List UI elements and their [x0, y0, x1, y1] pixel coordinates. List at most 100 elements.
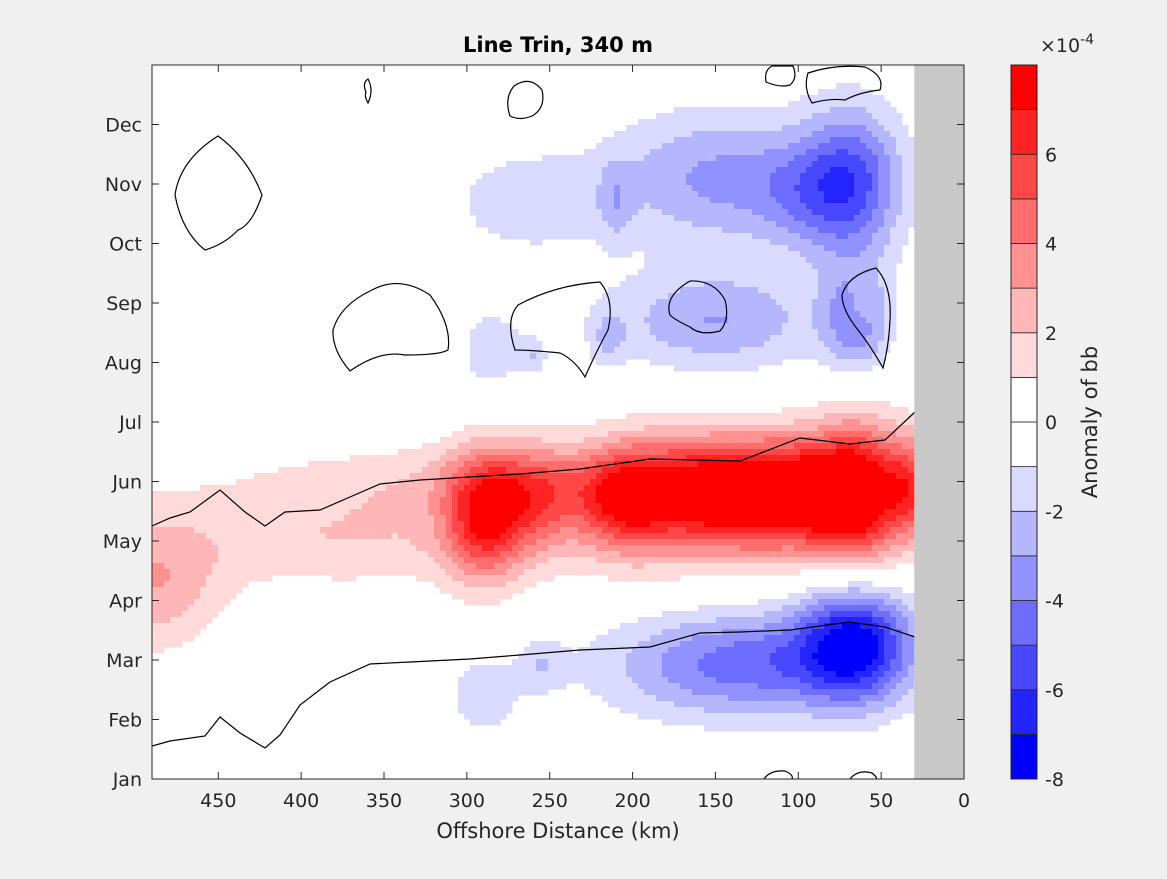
- contour-cell: [614, 431, 621, 438]
- contour-cell: [584, 323, 591, 330]
- contour-cell: [788, 251, 795, 258]
- contour-cell: [722, 443, 729, 450]
- contour-cell: [212, 515, 219, 522]
- contour-cell: [740, 455, 747, 462]
- contour-cell: [554, 473, 561, 480]
- contour-cell: [620, 251, 627, 258]
- contour-cell: [440, 539, 447, 546]
- contour-cell: [524, 221, 531, 228]
- contour-cell: [506, 437, 513, 444]
- contour-cell: [728, 143, 735, 150]
- contour-cell: [548, 185, 555, 192]
- contour-cell: [830, 185, 837, 192]
- contour-cell: [770, 161, 777, 168]
- contour-cell: [284, 479, 291, 486]
- contour-cell: [626, 509, 633, 516]
- contour-cell: [836, 245, 843, 252]
- contour-cell: [800, 221, 807, 228]
- contour-cell: [710, 461, 717, 468]
- contour-cell: [656, 323, 663, 330]
- contour-cell: [656, 203, 663, 210]
- contour-cell: [296, 545, 303, 552]
- contour-cell: [398, 527, 405, 534]
- contour-cell: [530, 485, 537, 492]
- contour-cell: [308, 533, 315, 540]
- contour-cell: [872, 101, 879, 108]
- contour-cell: [704, 257, 711, 264]
- contour-cell: [758, 197, 765, 204]
- contour-cell: [608, 179, 615, 186]
- contour-cell: [392, 539, 399, 546]
- contour-cell: [710, 191, 717, 198]
- contour-cell: [338, 509, 345, 516]
- contour-cell: [758, 161, 765, 168]
- contour-cell: [536, 239, 543, 246]
- contour-cell: [758, 527, 765, 534]
- contour-cell: [794, 185, 801, 192]
- contour-cell: [830, 533, 837, 540]
- contour-cell: [626, 287, 633, 294]
- contour-cell: [728, 203, 735, 210]
- contour-cell: [866, 443, 873, 450]
- contour-cell: [644, 329, 651, 336]
- contour-cell: [368, 503, 375, 510]
- contour-cell: [830, 425, 837, 432]
- contour-cell: [500, 539, 507, 546]
- contour-cell: [662, 209, 669, 216]
- contour-cell: [770, 473, 777, 480]
- contour-cell: [302, 485, 309, 492]
- contour-cell: [608, 161, 615, 168]
- contour-cell: [554, 155, 561, 162]
- contour-cell: [488, 359, 495, 366]
- contour-cell: [668, 341, 675, 348]
- contour-cell: [818, 185, 825, 192]
- contour-cell: [692, 461, 699, 468]
- contour-cell: [716, 461, 723, 468]
- contour-cell: [758, 113, 765, 120]
- contour-cell: [824, 245, 831, 252]
- contour-cell: [536, 173, 543, 180]
- contour-cell: [878, 479, 885, 486]
- contour-cell: [854, 131, 861, 138]
- contour-cell: [536, 359, 543, 366]
- contour-cell: [680, 503, 687, 510]
- contour-cell: [704, 497, 711, 504]
- contour-cell: [410, 479, 417, 486]
- contour-cell: [746, 335, 753, 342]
- contour-cell: [728, 221, 735, 228]
- contour-cell: [710, 353, 717, 360]
- contour-cell: [668, 461, 675, 468]
- contour-cell: [578, 227, 585, 234]
- contour-cell: [806, 239, 813, 246]
- contour-cell: [632, 215, 639, 222]
- contour-cell: [818, 335, 825, 342]
- contour-cell: [632, 239, 639, 246]
- contour-cell: [494, 173, 501, 180]
- contour-cell: [470, 437, 477, 444]
- contour-cell: [488, 203, 495, 210]
- contour-cell: [884, 299, 891, 306]
- contour-cell: [734, 191, 741, 198]
- contour-cell: [254, 479, 261, 486]
- contour-cell: [434, 539, 441, 546]
- contour-cell: [692, 311, 699, 318]
- contour-cell: [728, 503, 735, 510]
- contour-cell: [692, 413, 699, 420]
- contour-cell: [206, 539, 213, 546]
- contour-cell: [776, 503, 783, 510]
- contour-cell: [734, 119, 741, 126]
- contour-cell: [656, 491, 663, 498]
- contour-cell: [824, 107, 831, 114]
- contour-cell: [776, 113, 783, 120]
- contour-cell: [632, 197, 639, 204]
- contour-cell: [290, 473, 297, 480]
- contour-cell: [884, 167, 891, 174]
- contour-cell: [716, 455, 723, 462]
- contour-cell: [686, 335, 693, 342]
- contour-cell: [200, 497, 207, 504]
- contour-cell: [722, 155, 729, 162]
- contour-cell: [650, 263, 657, 270]
- contour-cell: [602, 155, 609, 162]
- contour-cell: [518, 179, 525, 186]
- contour-cell: [830, 353, 837, 360]
